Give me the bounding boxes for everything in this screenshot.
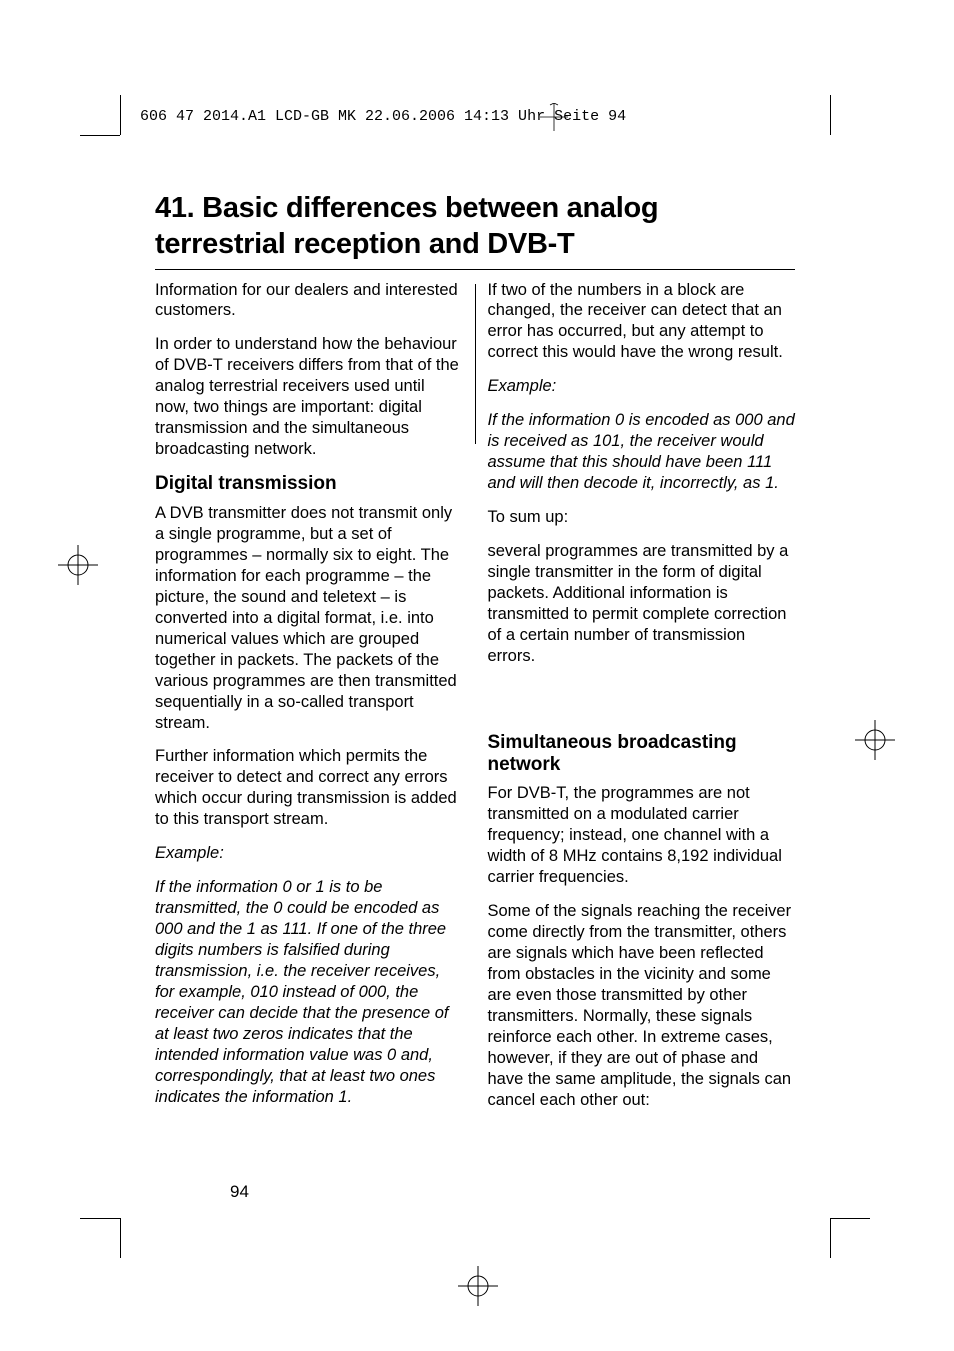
body-text-example-label: Example: — [155, 843, 463, 864]
registration-mark-icon — [58, 545, 98, 585]
page-title: 41. Basic differences between analog ter… — [155, 190, 795, 263]
body-text: Information for our dealers and interest… — [155, 280, 463, 322]
section-heading: Simultaneous broadcasting network — [487, 732, 795, 776]
registration-mark-icon — [855, 720, 895, 760]
content-area: 41. Basic differences between analog ter… — [155, 190, 795, 1124]
title-rule — [155, 269, 795, 270]
crop-mark — [120, 95, 121, 135]
header-arrow-icon — [540, 103, 568, 131]
body-text: In order to understand how the behaviour… — [155, 334, 463, 460]
column-right: If two of the numbers in a block are cha… — [475, 280, 795, 1124]
crop-mark — [80, 135, 120, 136]
column-left: Information for our dealers and interest… — [155, 280, 475, 1124]
page-number: 94 — [230, 1182, 249, 1202]
body-text: Some of the signals reaching the receive… — [487, 901, 795, 1111]
crop-mark — [120, 1218, 121, 1258]
body-text: A DVB transmitter does not transmit only… — [155, 503, 463, 733]
crop-mark — [830, 95, 831, 135]
body-text: Further information which permits the re… — [155, 746, 463, 830]
body-text: If two of the numbers in a block are cha… — [487, 280, 795, 364]
body-text: For DVB-T, the programmes are not transm… — [487, 783, 795, 888]
body-text-example: If the information 0 or 1 is to be trans… — [155, 877, 463, 1107]
body-text: several programmes are transmitted by a … — [487, 541, 795, 667]
spacer — [487, 680, 795, 726]
crop-mark — [830, 1218, 831, 1258]
crop-mark — [80, 1218, 120, 1219]
columns: Information for our dealers and interest… — [155, 280, 795, 1124]
section-heading: Digital transmission — [155, 473, 463, 495]
registration-mark-icon — [458, 1266, 498, 1306]
body-text: To sum up: — [487, 507, 795, 528]
page: 606 47 2014.A1 LCD-GB MK 22.06.2006 14:1… — [0, 0, 954, 1351]
crop-mark — [830, 1218, 870, 1219]
body-text-example-label: Example: — [487, 376, 795, 397]
body-text-example: If the information 0 is encoded as 000 a… — [487, 410, 795, 494]
